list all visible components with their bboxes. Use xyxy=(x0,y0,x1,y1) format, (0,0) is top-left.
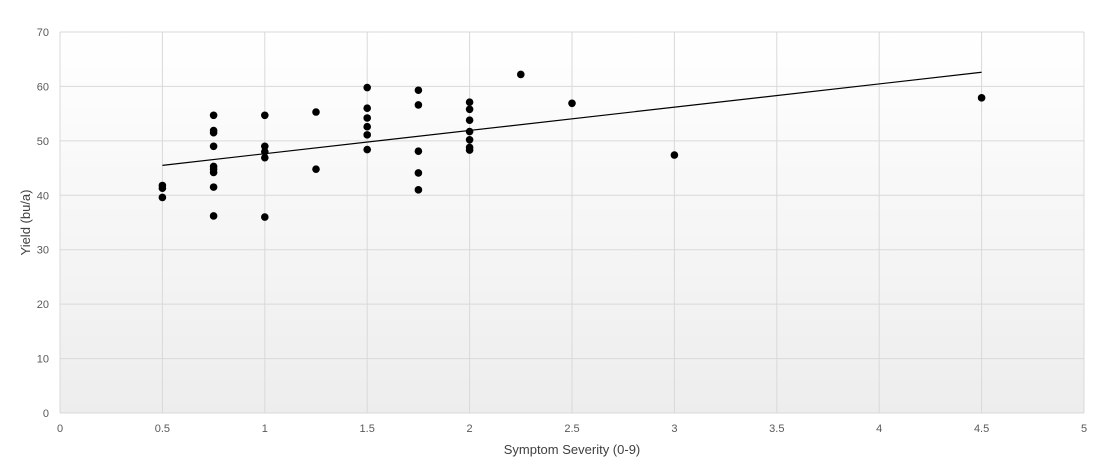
data-point xyxy=(363,104,372,112)
data-point xyxy=(261,142,269,151)
data-point xyxy=(312,165,320,173)
data-point xyxy=(414,147,423,155)
x-tick-label: 0.5 xyxy=(155,423,170,435)
data-point xyxy=(261,111,269,120)
y-axis-label: Yield (bu/a) xyxy=(18,190,33,256)
gridlines xyxy=(59,31,1085,414)
data-point xyxy=(465,146,474,154)
y-tick-label: 60 xyxy=(37,81,49,93)
data-point xyxy=(363,83,372,92)
data-point xyxy=(465,105,474,114)
data-point xyxy=(209,183,218,191)
data-point xyxy=(977,94,986,102)
data-point xyxy=(414,186,423,194)
data-point xyxy=(465,135,474,144)
data-point xyxy=(465,98,474,107)
x-tick-label: 2 xyxy=(467,423,473,435)
data-point xyxy=(158,193,167,202)
y-tick-label: 20 xyxy=(37,299,49,311)
data-point xyxy=(465,127,474,136)
trendline xyxy=(162,71,982,166)
data-point xyxy=(158,184,167,193)
data-point xyxy=(363,131,372,139)
x-axis-label: Symptom Severity (0-9) xyxy=(504,442,641,457)
data-point xyxy=(261,153,269,162)
x-tick-label: 3.5 xyxy=(769,423,784,435)
data-point xyxy=(414,169,423,177)
x-tick-label: 2.5 xyxy=(564,423,579,435)
data-point xyxy=(209,111,218,120)
data-point xyxy=(568,99,576,108)
x-tick-label: 5 xyxy=(1081,423,1087,435)
data-point xyxy=(517,70,525,79)
y-tick-label: 40 xyxy=(37,190,49,202)
y-tick-label: 10 xyxy=(37,354,49,366)
tick-labels: 0 10 20 30 40 50 60 70 0 0.5 1 1.5 2 2.5 3 3.5 4 4.5 5 xyxy=(37,27,1087,435)
data-point xyxy=(209,168,218,177)
y-tick-label: 70 xyxy=(37,27,49,39)
trendline-group xyxy=(162,71,982,166)
x-tick-label: 4.5 xyxy=(974,423,989,435)
data-points xyxy=(158,70,986,221)
data-point xyxy=(670,151,679,159)
data-point xyxy=(363,122,372,131)
data-point xyxy=(414,86,423,95)
y-tick-label: 30 xyxy=(37,245,49,257)
data-point xyxy=(363,145,372,154)
x-tick-label: 1 xyxy=(262,423,268,435)
y-tick-label: 50 xyxy=(37,136,49,148)
data-point xyxy=(261,147,269,156)
y-tick-label: 0 xyxy=(43,408,49,420)
x-tick-label: 1.5 xyxy=(360,423,375,435)
data-point xyxy=(312,108,320,116)
data-point xyxy=(414,101,423,109)
data-point xyxy=(209,128,218,137)
x-tick-label: 0 xyxy=(57,423,63,435)
data-point xyxy=(209,212,218,220)
data-point xyxy=(261,213,269,221)
data-point xyxy=(465,116,474,124)
data-point xyxy=(209,142,218,151)
data-point xyxy=(363,114,372,122)
x-tick-label: 3 xyxy=(671,423,677,435)
x-tick-label: 4 xyxy=(876,423,882,435)
